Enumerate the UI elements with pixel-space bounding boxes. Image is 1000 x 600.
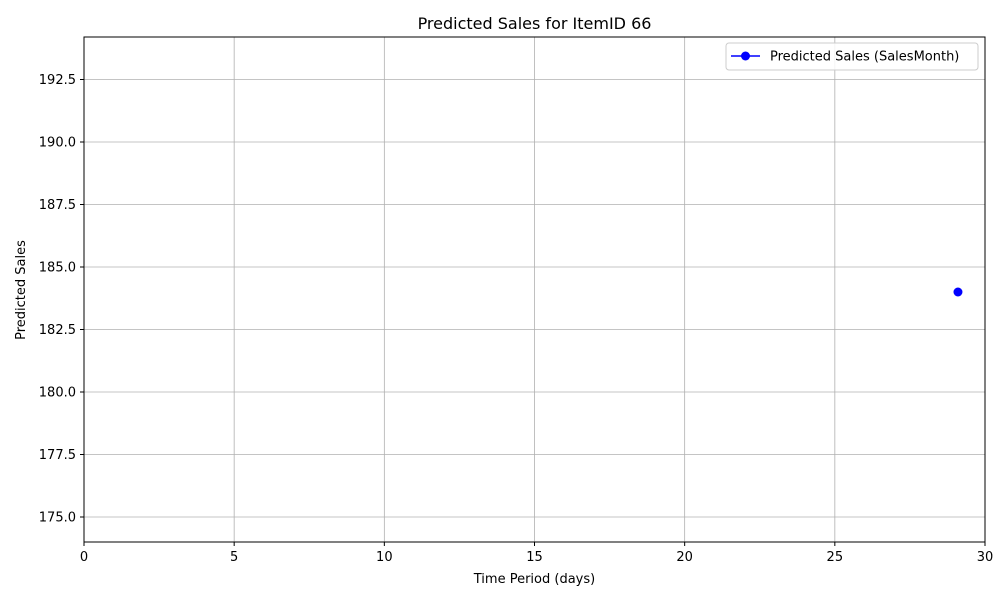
legend-box	[725, 42, 979, 71]
legend-label: Predicted Sales (SalesMonth)	[770, 50, 959, 65]
legend: Predicted Sales (SalesMonth)	[725, 42, 979, 71]
plot-data	[953, 287, 963, 297]
y-tick-label: 182.5	[39, 323, 76, 338]
chart-title: Predicted Sales for ItemID 66	[418, 14, 652, 33]
x-tick-label: 25	[827, 550, 844, 565]
y-tick-label: 192.5	[39, 73, 76, 88]
y-tick-label: 175.0	[39, 511, 76, 526]
y-tick-label: 177.5	[39, 448, 76, 463]
x-tick-label: 10	[376, 550, 393, 565]
x-tick-label: 30	[977, 550, 994, 565]
y-tick-label: 190.0	[39, 136, 76, 151]
x-tick-label: 5	[230, 550, 238, 565]
x-tick-label: 15	[526, 550, 543, 565]
y-tick-label: 180.0	[39, 386, 76, 401]
x-tick-label: 20	[676, 550, 693, 565]
data-point	[953, 287, 963, 297]
x-tick-label: 0	[80, 550, 88, 565]
y-tick-label: 185.0	[39, 261, 76, 276]
y-tick-label: 187.5	[39, 198, 76, 213]
y-axis-label: Predicted Sales	[14, 240, 29, 340]
legend-marker	[741, 51, 750, 61]
x-axis-label: Time Period (days)	[473, 572, 595, 587]
grid	[83, 37, 986, 542]
axis-ticks: 0 5 10 15 20 25 30 175.0 177.5 180.0 182.5 185.0 187…	[39, 73, 993, 565]
